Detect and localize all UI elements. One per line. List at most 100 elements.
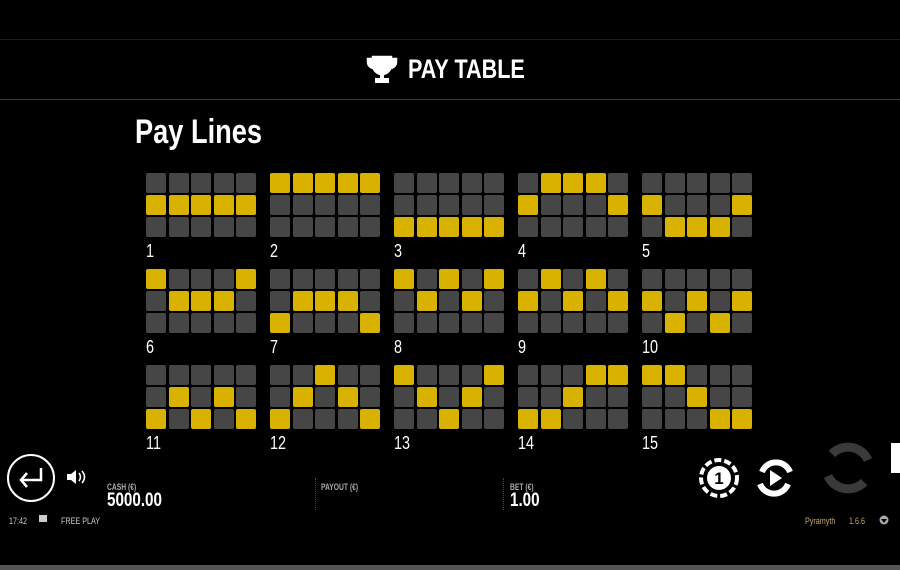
- inactive-cell: [416, 365, 437, 385]
- inactive-cell: [461, 409, 482, 429]
- inactive-cell: [732, 387, 752, 407]
- inactive-cell: [315, 409, 335, 429]
- inactive-cell: [709, 195, 730, 215]
- active-cell: [213, 387, 234, 407]
- inactive-cell: [394, 409, 414, 429]
- inactive-cell: [709, 387, 730, 407]
- inactive-cell: [292, 409, 313, 429]
- inactive-cell: [585, 217, 606, 237]
- inactive-cell: [292, 269, 313, 289]
- active-cell: [168, 195, 189, 215]
- active-cell: [642, 291, 662, 311]
- payline-9: 9: [518, 269, 628, 358]
- active-cell: [315, 291, 335, 311]
- active-cell: [416, 217, 437, 237]
- inactive-cell: [360, 217, 380, 237]
- active-cell: [563, 173, 583, 193]
- inactive-cell: [484, 195, 504, 215]
- inactive-cell: [337, 195, 358, 215]
- inactive-cell: [439, 173, 459, 193]
- active-cell: [518, 195, 538, 215]
- inactive-cell: [315, 217, 335, 237]
- inactive-cell: [270, 269, 290, 289]
- inactive-cell: [236, 365, 256, 385]
- inactive-cell: [608, 409, 628, 429]
- payline-number: 4: [518, 241, 527, 261]
- inactive-cell: [563, 269, 583, 289]
- inactive-cell: [687, 269, 707, 289]
- inactive-cell: [585, 387, 606, 407]
- inactive-cell: [732, 365, 752, 385]
- inactive-cell: [236, 387, 256, 407]
- active-cell: [585, 269, 606, 289]
- inactive-cell: [484, 313, 504, 333]
- inactive-cell: [687, 365, 707, 385]
- inactive-cell: [439, 195, 459, 215]
- inactive-cell: [337, 217, 358, 237]
- payline-6: 6: [146, 269, 256, 358]
- inactive-cell: [292, 195, 313, 215]
- active-cell: [518, 409, 538, 429]
- inactive-cell: [563, 409, 583, 429]
- play-mode: FREE PLAY: [61, 516, 101, 526]
- inactive-cell: [608, 217, 628, 237]
- inactive-cell: [439, 365, 459, 385]
- payline-grid: [518, 365, 628, 429]
- active-cell: [236, 195, 256, 215]
- inactive-cell: [439, 387, 459, 407]
- payline-number: 13: [394, 433, 411, 453]
- autoplay-button[interactable]: [754, 458, 796, 498]
- inactive-cell: [540, 365, 561, 385]
- inactive-cell: [642, 173, 662, 193]
- inactive-cell: [191, 173, 211, 193]
- inactive-cell: [270, 195, 290, 215]
- inactive-cell: [213, 365, 234, 385]
- active-cell: [732, 195, 752, 215]
- inactive-cell: [540, 291, 561, 311]
- active-cell: [270, 173, 290, 193]
- spin-button[interactable]: [818, 438, 878, 498]
- sound-icon[interactable]: [66, 468, 88, 486]
- active-cell: [642, 195, 662, 215]
- payline-grid: [518, 173, 628, 237]
- inactive-cell: [337, 409, 358, 429]
- inactive-cell: [608, 313, 628, 333]
- active-cell: [360, 409, 380, 429]
- inactive-cell: [394, 313, 414, 333]
- active-cell: [642, 365, 662, 385]
- active-cell: [146, 269, 166, 289]
- payline-8: 8: [394, 269, 504, 358]
- active-cell: [439, 217, 459, 237]
- active-cell: [213, 195, 234, 215]
- inactive-cell: [416, 313, 437, 333]
- settings-icon[interactable]: [879, 515, 889, 525]
- side-panel-handle[interactable]: [891, 443, 900, 473]
- inactive-cell: [563, 365, 583, 385]
- active-cell: [146, 409, 166, 429]
- inactive-cell: [213, 313, 234, 333]
- payline-2: 2: [270, 173, 380, 262]
- inactive-cell: [687, 173, 707, 193]
- payline-7: 7: [270, 269, 380, 358]
- inactive-cell: [394, 173, 414, 193]
- inactive-cell: [439, 291, 459, 311]
- inactive-cell: [585, 195, 606, 215]
- inactive-cell: [168, 365, 189, 385]
- bet-value: 1.00: [510, 490, 540, 511]
- active-cell: [709, 313, 730, 333]
- active-cell: [292, 387, 313, 407]
- inactive-cell: [732, 313, 752, 333]
- inactive-cell: [732, 269, 752, 289]
- active-cell: [439, 409, 459, 429]
- payline-number: 1: [146, 241, 155, 261]
- inactive-cell: [146, 313, 166, 333]
- active-cell: [292, 291, 313, 311]
- inactive-cell: [360, 269, 380, 289]
- history-icon[interactable]: [39, 515, 47, 522]
- back-button[interactable]: [7, 454, 55, 502]
- inactive-cell: [168, 173, 189, 193]
- payline-grid: [270, 365, 380, 429]
- payline-grid: [394, 269, 504, 333]
- active-cell: [540, 409, 561, 429]
- coin-bet-button[interactable]: 1: [699, 458, 739, 498]
